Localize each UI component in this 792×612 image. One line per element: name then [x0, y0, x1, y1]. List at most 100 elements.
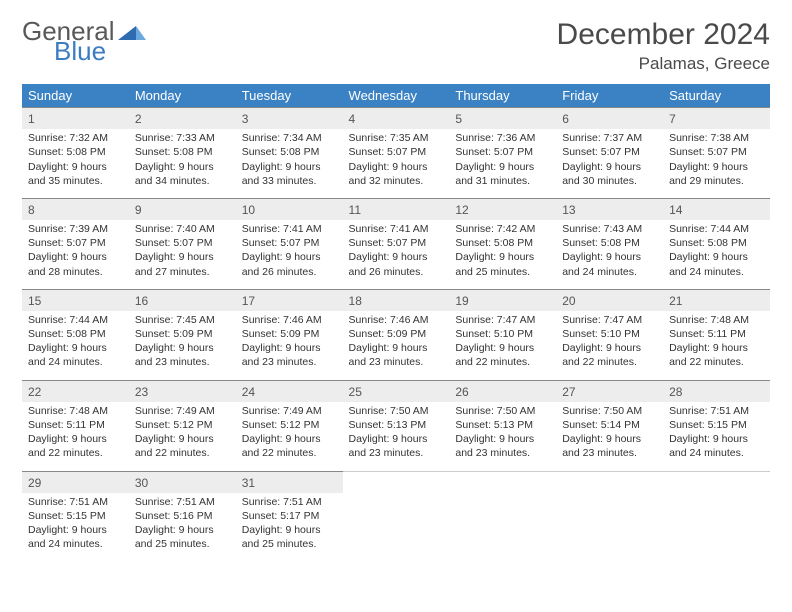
daylight-text: Daylight: 9 hours [349, 341, 444, 355]
day-cell: Sunrise: 7:32 AMSunset: 5:08 PMDaylight:… [22, 129, 129, 198]
day-number: 21 [663, 289, 770, 311]
sunrise-text: Sunrise: 7:48 AM [28, 404, 123, 418]
day-cell: Sunrise: 7:40 AMSunset: 5:07 PMDaylight:… [129, 220, 236, 289]
daylight-text: and 24 minutes. [28, 537, 123, 551]
daylight-text: and 22 minutes. [455, 355, 550, 369]
daylight-text: Daylight: 9 hours [135, 432, 230, 446]
sunrise-text: Sunrise: 7:50 AM [562, 404, 657, 418]
daylight-text: Daylight: 9 hours [562, 432, 657, 446]
day-number: 27 [556, 380, 663, 402]
daylight-text: Daylight: 9 hours [28, 341, 123, 355]
day-number: 14 [663, 198, 770, 220]
sunset-text: Sunset: 5:10 PM [455, 327, 550, 341]
day-cell: Sunrise: 7:44 AMSunset: 5:08 PMDaylight:… [663, 220, 770, 289]
day-content-row: Sunrise: 7:48 AMSunset: 5:11 PM Daylight:… [22, 402, 770, 471]
sunrise-text: Sunrise: 7:44 AM [28, 313, 123, 327]
sunset-text: Sunset: 5:15 PM [28, 509, 123, 523]
day-number: 30 [129, 471, 236, 493]
daylight-text: Daylight: 9 hours [242, 160, 337, 174]
sunset-text: Sunset: 5:09 PM [349, 327, 444, 341]
day-number [343, 471, 450, 493]
daylight-text: and 34 minutes. [135, 174, 230, 188]
sunrise-text: Sunrise: 7:33 AM [135, 131, 230, 145]
day-number: 15 [22, 289, 129, 311]
sunrise-text: Sunrise: 7:35 AM [349, 131, 444, 145]
sunset-text: Sunset: 5:12 PM [242, 418, 337, 432]
day-number: 10 [236, 198, 343, 220]
sunset-text: Sunset: 5:07 PM [349, 145, 444, 159]
daylight-text: and 31 minutes. [455, 174, 550, 188]
daylight-text: Daylight: 9 hours [669, 160, 764, 174]
logo-word2: Blue [54, 38, 146, 64]
day-cell: Sunrise: 7:41 AMSunset: 5:07 PMDaylight:… [343, 220, 450, 289]
sunset-text: Sunset: 5:17 PM [242, 509, 337, 523]
daylight-text: and 22 minutes. [242, 446, 337, 460]
weekday-header: Sunday [22, 84, 129, 108]
title-block: December 2024 Palamas, Greece [557, 18, 770, 74]
day-number: 16 [129, 289, 236, 311]
daylight-text: Daylight: 9 hours [349, 160, 444, 174]
day-cell: Sunrise: 7:45 AMSunset: 5:09 PMDaylight:… [129, 311, 236, 380]
sunset-text: Sunset: 5:16 PM [135, 509, 230, 523]
day-number: 4 [343, 108, 450, 130]
daylight-text: Daylight: 9 hours [349, 432, 444, 446]
daylight-text: and 24 minutes. [669, 446, 764, 460]
day-cell: Sunrise: 7:47 AMSunset: 5:10 PMDaylight:… [449, 311, 556, 380]
weekday-header: Monday [129, 84, 236, 108]
page-title: December 2024 [557, 18, 770, 52]
day-number [556, 471, 663, 493]
sunset-text: Sunset: 5:14 PM [562, 418, 657, 432]
day-cell [663, 493, 770, 562]
daylight-text: Daylight: 9 hours [669, 341, 764, 355]
location: Palamas, Greece [557, 54, 770, 74]
daylight-text: Daylight: 9 hours [562, 250, 657, 264]
sunrise-text: Sunrise: 7:47 AM [455, 313, 550, 327]
day-cell: Sunrise: 7:48 AMSunset: 5:11 PMDaylight:… [22, 402, 129, 471]
daylight-text: Daylight: 9 hours [28, 523, 123, 537]
day-cell: Sunrise: 7:50 AMSunset: 5:14 PMDaylight:… [556, 402, 663, 471]
sunset-text: Sunset: 5:10 PM [562, 327, 657, 341]
sunrise-text: Sunrise: 7:39 AM [28, 222, 123, 236]
day-content-row: Sunrise: 7:44 AMSunset: 5:08 PMDaylight:… [22, 311, 770, 380]
day-number: 12 [449, 198, 556, 220]
sunrise-text: Sunrise: 7:49 AM [135, 404, 230, 418]
day-cell: Sunrise: 7:41 AMSunset: 5:07 PMDaylight:… [236, 220, 343, 289]
day-cell: Sunrise: 7:39 AMSunset: 5:07 PMDaylight:… [22, 220, 129, 289]
day-number: 26 [449, 380, 556, 402]
day-number: 18 [343, 289, 450, 311]
day-number: 23 [129, 380, 236, 402]
day-number: 31 [236, 471, 343, 493]
daylight-text: and 24 minutes. [562, 265, 657, 279]
day-number-row: 15161718192021 [22, 289, 770, 311]
daylight-text: Daylight: 9 hours [669, 250, 764, 264]
daylight-text: and 26 minutes. [349, 265, 444, 279]
daylight-text: Daylight: 9 hours [28, 250, 123, 264]
sunset-text: Sunset: 5:15 PM [669, 418, 764, 432]
day-number-row: 22232425262728 [22, 380, 770, 402]
daylight-text: Daylight: 9 hours [135, 523, 230, 537]
day-content-row: Sunrise: 7:51 AMSunset: 5:15 PMDaylight:… [22, 493, 770, 562]
sunset-text: Sunset: 5:08 PM [28, 327, 123, 341]
sunset-text: Sunset: 5:07 PM [28, 236, 123, 250]
day-number: 9 [129, 198, 236, 220]
daylight-text: and 22 minutes. [28, 446, 123, 460]
daylight-text: Daylight: 9 hours [455, 160, 550, 174]
sunrise-text: Sunrise: 7:37 AM [562, 131, 657, 145]
sunrise-text: Sunrise: 7:45 AM [135, 313, 230, 327]
day-number: 19 [449, 289, 556, 311]
sunrise-text: Sunrise: 7:46 AM [349, 313, 444, 327]
sunset-text: Sunset: 5:07 PM [669, 145, 764, 159]
day-number [449, 471, 556, 493]
sunrise-text: Sunrise: 7:41 AM [349, 222, 444, 236]
day-cell: Sunrise: 7:43 AMSunset: 5:08 PMDaylight:… [556, 220, 663, 289]
daylight-text: and 27 minutes. [135, 265, 230, 279]
sunrise-text: Sunrise: 7:42 AM [455, 222, 550, 236]
daylight-text: Daylight: 9 hours [562, 160, 657, 174]
daylight-text: Daylight: 9 hours [135, 250, 230, 264]
daylight-text: and 23 minutes. [242, 355, 337, 369]
day-cell: Sunrise: 7:38 AMSunset: 5:07 PMDaylight:… [663, 129, 770, 198]
sunset-text: Sunset: 5:08 PM [28, 145, 123, 159]
calendar-table: Sunday Monday Tuesday Wednesday Thursday… [22, 84, 770, 561]
sunset-text: Sunset: 5:11 PM [28, 418, 123, 432]
day-number-row: 891011121314 [22, 198, 770, 220]
